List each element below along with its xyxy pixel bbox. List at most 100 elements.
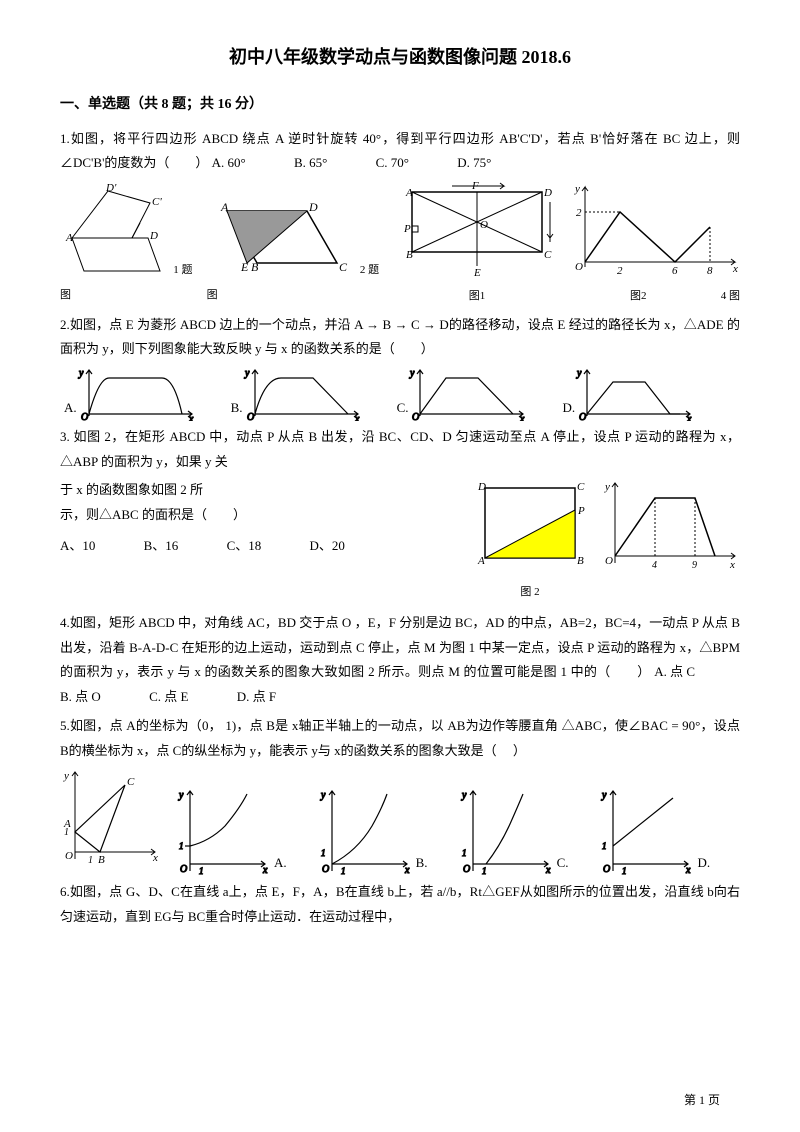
q2-options: A. Oxy B. Oxy C. Oxy D. Oxy	[60, 366, 740, 421]
svg-text:B: B	[98, 854, 105, 866]
q5-opt-a: A.	[274, 851, 287, 876]
q6-text: 6.如图，点 G、D、C在直线 a上，点 E，F，A，B在直线 b上，若 a//…	[60, 884, 740, 924]
q4-choice-d: D. 点 F	[237, 685, 276, 710]
svg-text:O: O	[579, 412, 586, 421]
q1-choice-b: B. 65°	[294, 151, 327, 176]
q2-opt-c: C.	[397, 396, 409, 421]
q3-line2: 于 x 的函数图象如图 2 所	[60, 478, 460, 503]
q5-opt-b: B.	[416, 851, 428, 876]
svg-text:1: 1	[462, 848, 467, 858]
svg-text:A: A	[477, 555, 485, 567]
q3-line1: 3. 如图 2，在矩形 ABCD 中，动点 P 从点 B 出发，沿 BC、CD、…	[60, 429, 740, 469]
question-6: 6.如图，点 G、D、C在直线 a上，点 E，F，A，B在直线 b上，若 a//…	[60, 880, 740, 929]
svg-text:D: D	[149, 230, 158, 242]
svg-text:B: B	[78, 272, 85, 273]
svg-text:O: O	[463, 864, 470, 875]
svg-text:1: 1	[341, 866, 346, 876]
svg-text:y: y	[78, 368, 84, 379]
q4-fig-label: 4 图	[721, 286, 740, 307]
svg-text:y: y	[601, 790, 607, 801]
fig1-label: 图1	[392, 286, 562, 307]
svg-text:6: 6	[672, 265, 678, 277]
svg-text:x: x	[262, 865, 268, 876]
q3-fig-label: 图 2	[470, 582, 590, 603]
svg-text:2: 2	[617, 265, 623, 277]
q3-line3: 示，则△ABC 的面积是（ ）	[60, 503, 460, 528]
svg-text:1: 1	[64, 827, 69, 838]
q5-main-figure: O x y A 1 B 1 C	[60, 767, 160, 876]
svg-text:1: 1	[88, 855, 93, 866]
svg-text:2: 2	[576, 207, 582, 219]
fig2-label: 图2	[630, 286, 647, 307]
svg-text:B: B	[251, 260, 259, 273]
svg-text:C: C	[577, 481, 585, 493]
svg-text:D: D	[308, 200, 318, 214]
svg-text:4: 4	[652, 560, 657, 571]
svg-text:x: x	[188, 414, 194, 421]
svg-text:B: B	[406, 249, 413, 261]
figure-row-1: A D' C' D B B' C 1 题图 A D B C E 2 题图	[60, 182, 740, 307]
svg-text:y: y	[574, 183, 580, 195]
svg-text:O: O	[603, 864, 610, 875]
svg-text:A: A	[65, 232, 73, 244]
q2-text: 2.如图，点 E 为菱形 ABCD 边上的一个动点，并沿 A → B → C →…	[60, 317, 740, 357]
svg-text:y: y	[461, 790, 467, 801]
svg-text:8: 8	[707, 265, 713, 277]
q2-opt-a: A.	[64, 396, 77, 421]
svg-text:1: 1	[321, 848, 326, 858]
svg-text:P: P	[403, 223, 411, 235]
q3-choice-b: B、16	[144, 534, 179, 559]
q1-choice-c: C. 70°	[376, 151, 409, 176]
svg-text:y: y	[576, 368, 582, 379]
q4-choice-b: B. 点 O	[60, 685, 101, 710]
svg-text:C': C'	[152, 196, 162, 208]
fig2-figure: O 2 2 6 8 x y 图2 4 图	[570, 182, 740, 307]
svg-text:y: y	[63, 770, 69, 782]
svg-text:y: y	[409, 368, 415, 379]
svg-text:x: x	[685, 865, 691, 876]
q1-choice-a: A. 60°	[212, 151, 246, 176]
q5-text: 5.如图，点 A的坐标为（0， 1)，点 B是 x轴正半轴上的一动点，以 AB为…	[60, 718, 740, 758]
svg-text:P: P	[577, 505, 585, 517]
svg-text:1: 1	[179, 841, 184, 851]
svg-text:y: y	[178, 790, 184, 801]
svg-text:B': B'	[98, 272, 108, 273]
svg-text:O: O	[480, 219, 488, 231]
svg-text:O: O	[575, 261, 583, 273]
svg-text:D': D'	[105, 183, 117, 194]
svg-text:E: E	[240, 260, 249, 273]
svg-text:B: B	[577, 555, 584, 567]
q2-opt-d: D.	[562, 396, 575, 421]
q4-choice-c: C. 点 E	[149, 685, 188, 710]
svg-text:E: E	[473, 267, 481, 277]
section-header: 一、单选题（共 8 题；共 16 分）	[60, 92, 740, 119]
svg-text:x: x	[729, 559, 735, 571]
svg-text:x: x	[732, 263, 738, 275]
svg-text:y: y	[604, 481, 610, 493]
svg-text:O: O	[180, 864, 187, 875]
svg-text:O: O	[247, 412, 254, 421]
page-footer: 第 1 页	[684, 1089, 720, 1112]
svg-text:x: x	[519, 414, 525, 421]
q4-text: 4.如图，矩形 ABCD 中，对角线 AC，BD 交于点 O ，E，F 分别是边…	[60, 615, 740, 679]
q3-choice-d: D、20	[309, 534, 344, 559]
svg-text:O: O	[322, 864, 329, 875]
q2-opt-b: B.	[231, 396, 243, 421]
svg-text:C: C	[127, 776, 135, 788]
svg-text:1: 1	[199, 866, 204, 876]
svg-text:C: C	[339, 260, 348, 273]
svg-text:O: O	[65, 850, 73, 862]
svg-text:D: D	[477, 481, 486, 493]
q4-choice-a: A. 点 C	[654, 660, 695, 685]
svg-text:1: 1	[482, 866, 487, 876]
q2-figure: A D B C E 2 题图	[207, 193, 384, 306]
svg-text:1: 1	[602, 841, 607, 851]
svg-text:A: A	[220, 200, 229, 214]
q5-opt-c: C.	[557, 851, 569, 876]
svg-text:x: x	[686, 414, 692, 421]
svg-text:1: 1	[622, 866, 627, 876]
svg-text:x: x	[354, 414, 360, 421]
page-title: 初中八年级数学动点与函数图像问题 2018.6	[60, 40, 740, 74]
svg-text:9: 9	[692, 560, 697, 571]
svg-text:F: F	[471, 182, 479, 192]
